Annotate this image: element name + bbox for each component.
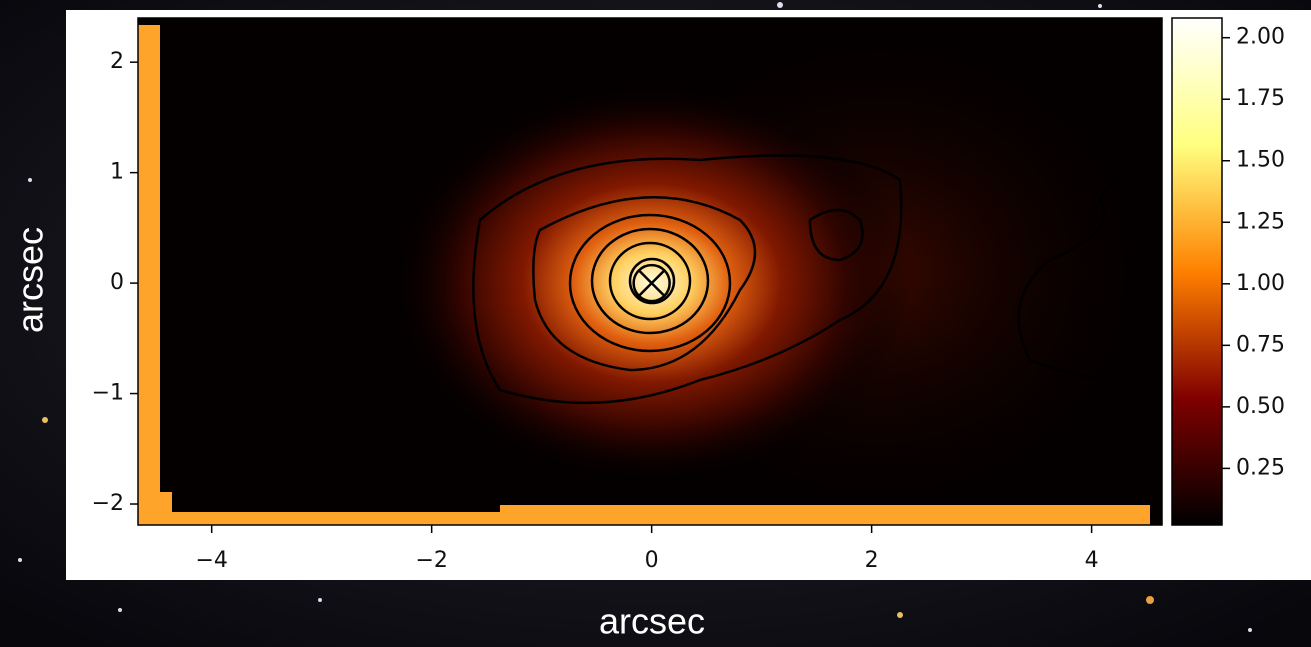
plot-area [138, 18, 1162, 525]
y-tick-label: 0 [110, 270, 124, 295]
chart: arcsec arcsec −4 −2 0 2 4 −2 −1 0 1 2 0.25 0.50 0.75… [0, 0, 1311, 647]
x-tick-label: 4 [1085, 548, 1099, 573]
colorbar [1172, 18, 1222, 525]
x-tick-label: −2 [415, 548, 447, 573]
colorbar-tick-label: 0.50 [1236, 394, 1285, 419]
colorbar-tick-label: 0.25 [1236, 455, 1285, 480]
y-tick-label: 2 [110, 49, 124, 74]
x-tick-label: −4 [195, 548, 227, 573]
x-axis-label: arcsec [599, 601, 705, 642]
page: arcsec arcsec −4 −2 0 2 4 −2 −1 0 1 2 0.25 0.50 0.75… [0, 0, 1311, 647]
y-tick-label: 1 [110, 160, 124, 185]
y-tick-label: −2 [92, 491, 124, 516]
colorbar-tick-label: 0.75 [1236, 332, 1285, 357]
x-tick-label: 2 [865, 548, 879, 573]
colorbar-tick-label: 2.00 [1236, 25, 1285, 50]
y-tick-label: −1 [92, 381, 124, 406]
colorbar-tick-label: 1.25 [1236, 209, 1285, 234]
x-tick-label: 0 [645, 548, 659, 573]
colorbar-tick-label: 1.75 [1236, 86, 1285, 111]
colorbar-tick-label: 1.00 [1236, 271, 1285, 296]
y-axis-label: arcsec [10, 227, 51, 333]
colorbar-tick-label: 1.50 [1236, 148, 1285, 173]
